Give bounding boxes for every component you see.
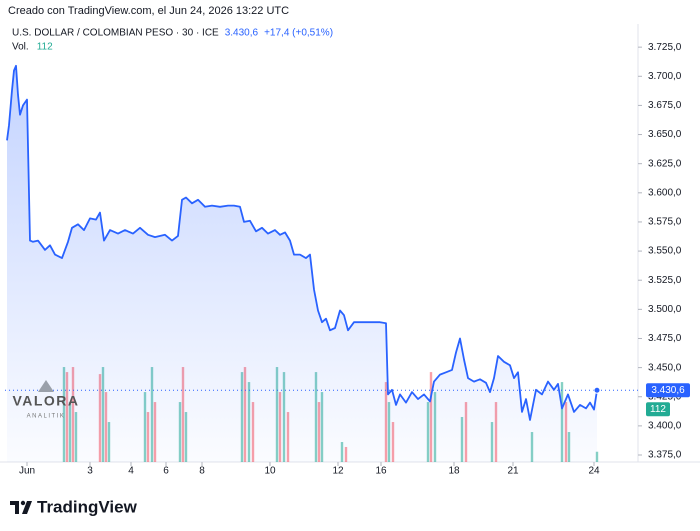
x-tick-label: Jun — [19, 466, 35, 477]
watermark-subtitle: ANALITIK — [27, 414, 66, 420]
y-tick-label: 3.625,0 — [648, 158, 682, 169]
credit: Creado con TradingView.com, el Jun 24, 2… — [8, 5, 289, 17]
header-change: +17,4 (+0,51%) — [264, 28, 333, 39]
x-tick-label: 3 — [87, 466, 93, 477]
last-point — [593, 386, 601, 394]
brand-name: TradingView — [37, 497, 138, 516]
y-tick-label: 3.725,0 — [648, 42, 682, 53]
watermark: VALORA ANALITIK — [12, 380, 79, 420]
y-tick-label: 3.475,0 — [648, 333, 682, 344]
x-tick-label: 24 — [588, 466, 600, 477]
y-tick-label: 3.575,0 — [648, 217, 682, 228]
watermark-logo — [38, 380, 54, 392]
volume-badge — [646, 402, 670, 417]
symbol: U.S. DOLLAR / COLOMBIAN PESO · 30 · ICE — [12, 28, 219, 39]
x-tick-label: 6 — [163, 466, 169, 477]
area — [7, 65, 597, 463]
y-tick-label: 3.400,0 — [648, 421, 682, 432]
price-badge — [646, 383, 690, 398]
x-tick-label: 10 — [264, 466, 276, 477]
y-tick-label: 3.600,0 — [648, 187, 682, 198]
y-tick-label: 3.450,0 — [648, 362, 682, 373]
y-tick-label: 3.525,0 — [648, 275, 682, 286]
x-tick-label: 4 — [128, 466, 134, 477]
y-tick-label: 3.375,0 — [648, 450, 682, 461]
volume-label: Vol. — [12, 42, 29, 53]
x-tick-label: 18 — [448, 466, 460, 477]
x-tick-label: 8 — [199, 466, 205, 477]
x-tick-label: 16 — [375, 466, 387, 477]
volume-value: 112 — [37, 42, 53, 53]
y-tick-label: 3.650,0 — [648, 129, 682, 140]
brand-logo — [22, 501, 32, 514]
y-tick-label: 3.700,0 — [648, 71, 682, 82]
x-tick-label: 12 — [332, 466, 344, 477]
y-tick-label: 3.500,0 — [648, 304, 682, 315]
brand-logo — [20, 500, 26, 506]
y-tick-label: 3.675,0 — [648, 100, 682, 111]
header-price: 3.430,6 — [225, 28, 259, 39]
price-badge-label: 3.430,6 — [651, 385, 685, 396]
y-tick-label: 3.550,0 — [648, 246, 682, 257]
brand: TradingView — [10, 497, 138, 516]
price-line — [6, 64, 598, 421]
x-tick-label: 21 — [507, 466, 519, 477]
watermark-title: VALORA — [12, 393, 79, 409]
brand-logo — [10, 501, 19, 514]
volume-badge-label: 112 — [650, 404, 666, 415]
